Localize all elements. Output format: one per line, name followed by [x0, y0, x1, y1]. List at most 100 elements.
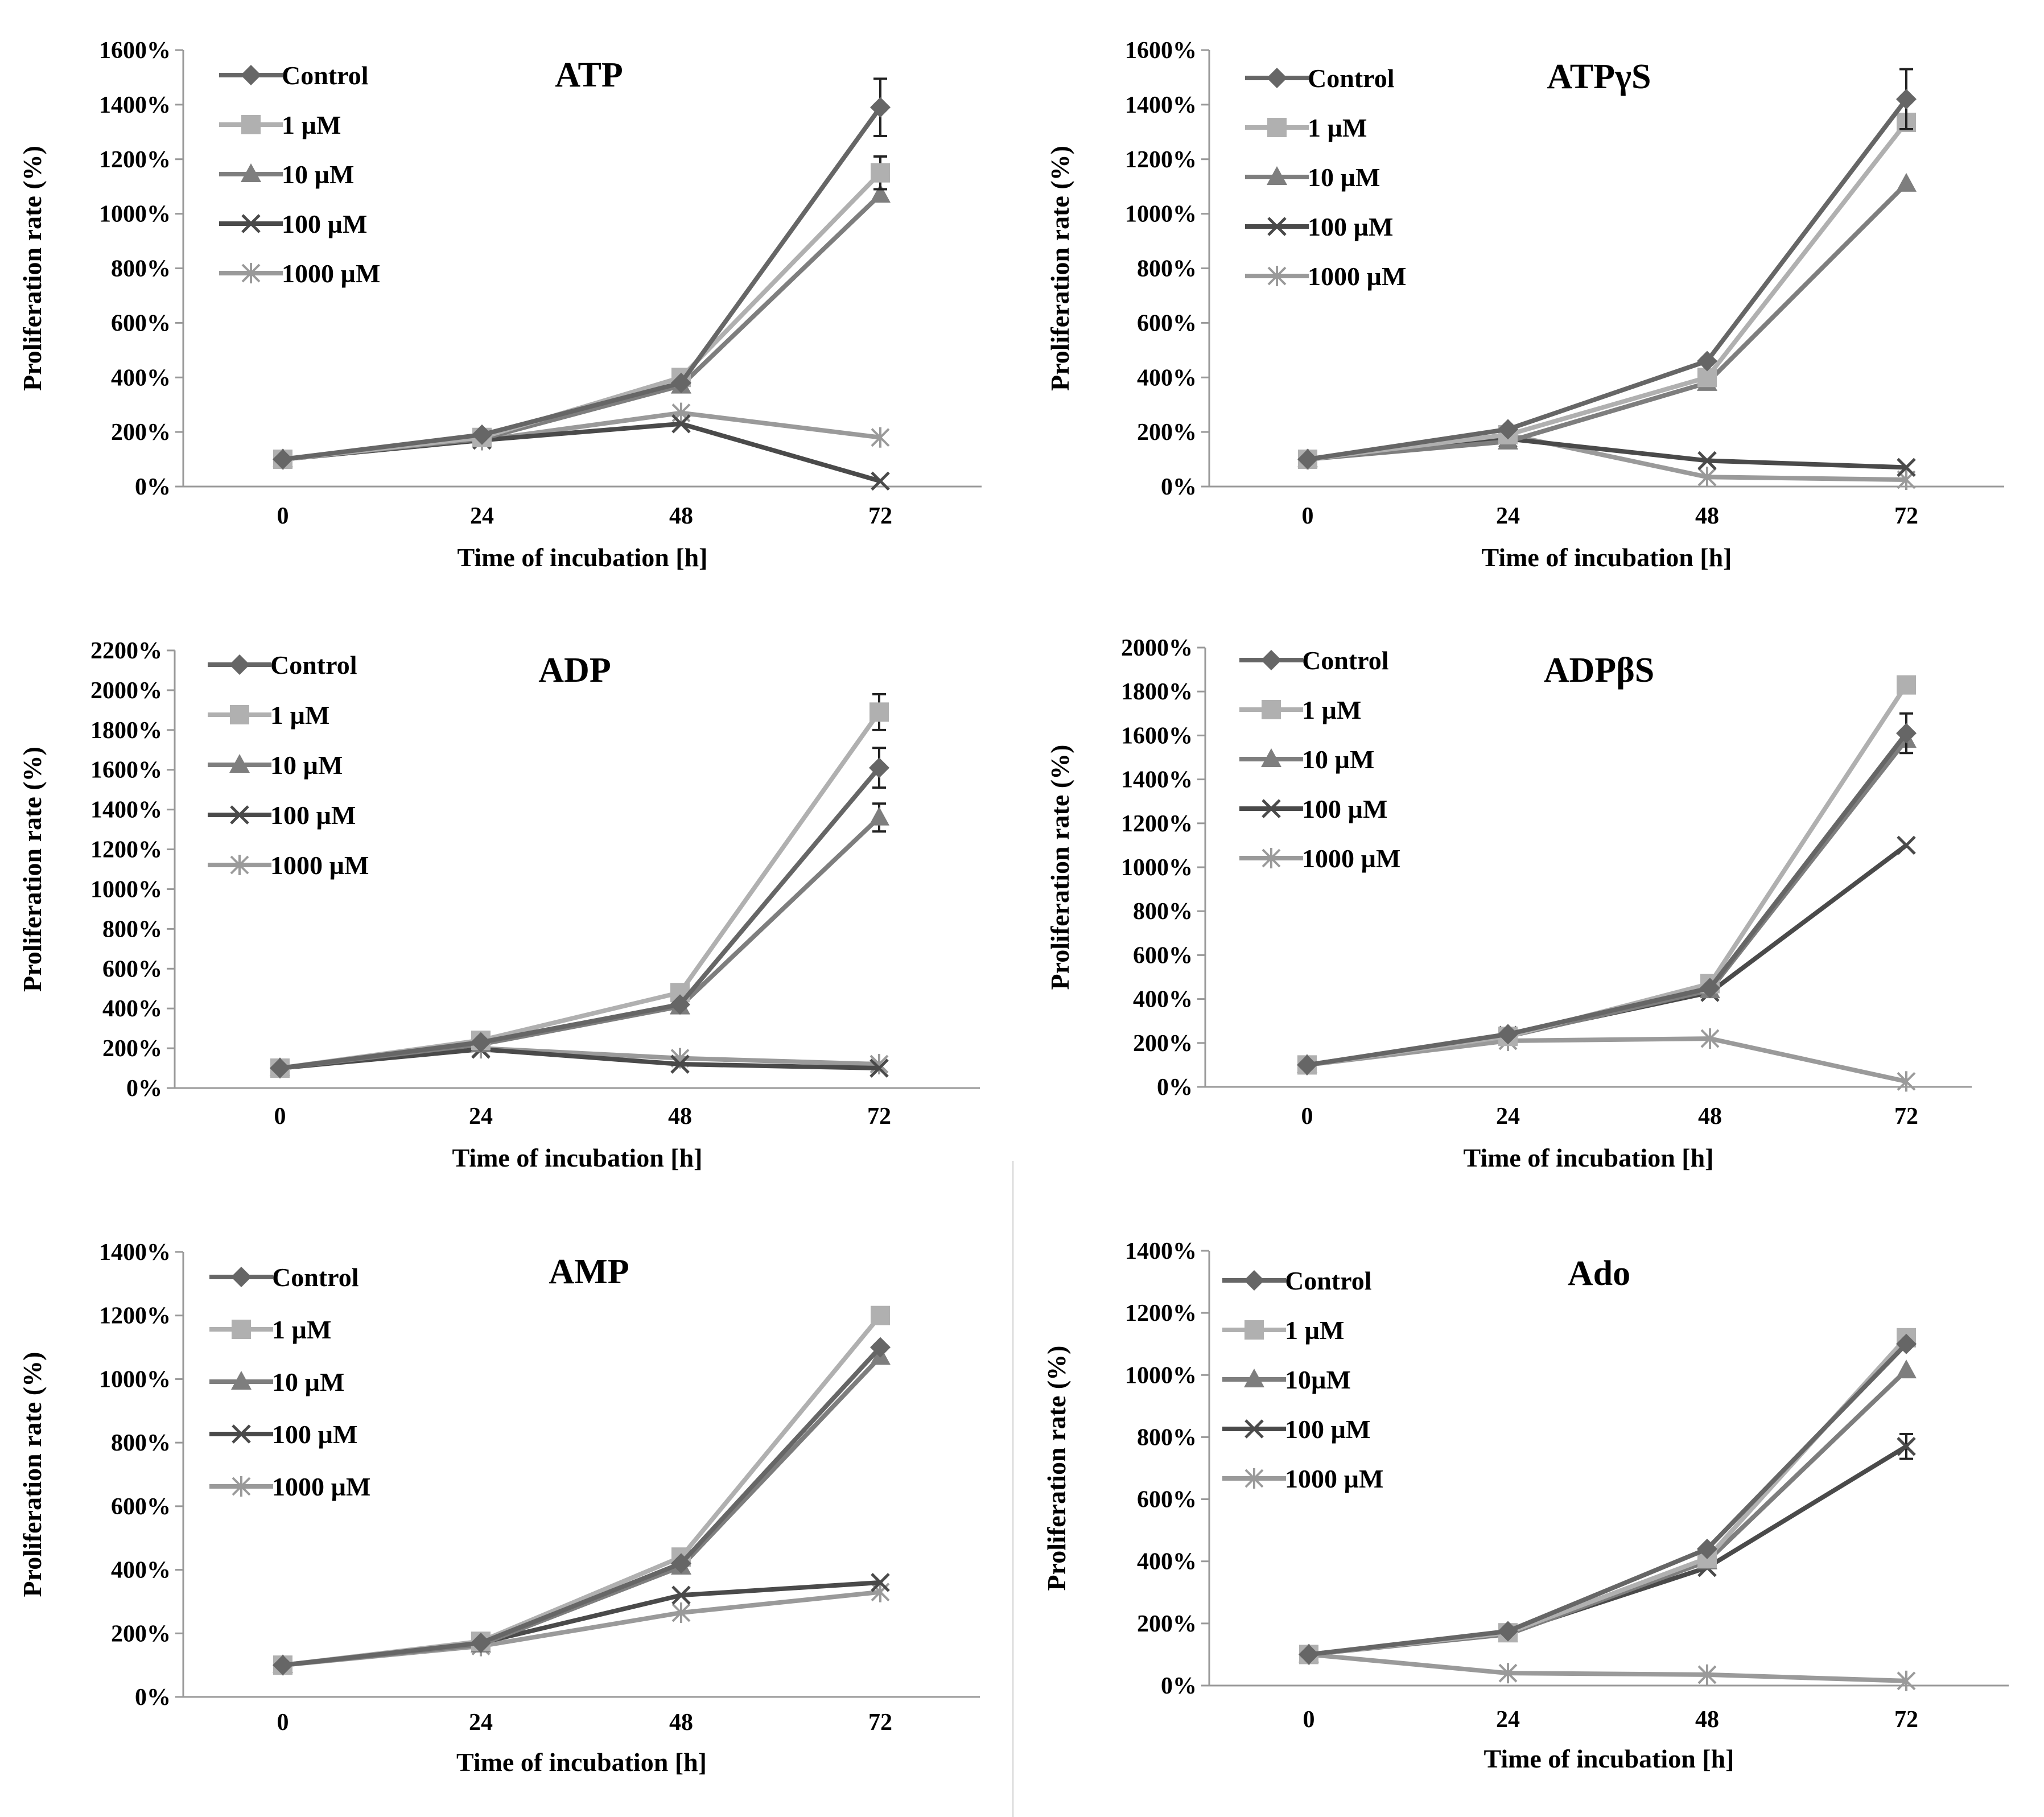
chart-5-x-tick-label: 72 — [868, 1709, 892, 1736]
chart-3-y-tick-label: 400% — [102, 996, 162, 1022]
chart-4-legend-item-3-marker — [1261, 748, 1281, 767]
chart-5-series-1-point — [471, 1633, 491, 1654]
chart-1-legend-item-4-marker — [241, 214, 261, 233]
chart-2-series-1-point — [1697, 351, 1717, 372]
chart-1-series-3-point — [870, 184, 891, 203]
chart-3-y-tick-label: 2000% — [90, 678, 162, 704]
chart-5-series-4-point-stroke-b — [671, 1585, 691, 1605]
chart-5-y-tick-label: 800% — [111, 1430, 171, 1456]
chart-6-legend-item-5-label: 1000 µM — [1285, 1464, 1383, 1493]
chart-1-series-1-point — [870, 97, 891, 118]
chart-4-series-5-point — [1897, 1071, 1916, 1092]
chart-6-y-tick-label: 600% — [1137, 1487, 1197, 1513]
chart-1-series-1-point — [671, 372, 691, 393]
chart-2-y-tick-label: 800% — [1137, 256, 1197, 282]
chart-3-y-tick-label: 1200% — [90, 837, 162, 863]
chart-3-legend-item-1-label: Control — [270, 650, 357, 679]
chart-3-legend-item-1-marker — [229, 654, 250, 675]
chart-1-series-2-point — [871, 163, 890, 183]
chart-3-y-tick-label: 200% — [102, 1036, 162, 1062]
chart-2-series-4-point-stroke-b — [1697, 451, 1717, 471]
chart-3-series-4-point-stroke-b — [670, 1054, 690, 1074]
chart-3-legend-item-4-marker — [230, 805, 249, 825]
chart-3-title: ADP — [538, 651, 611, 690]
chart-2-series-5-line — [1307, 432, 1907, 483]
chart-1-y-tick-label: 1600% — [99, 38, 171, 64]
chart-1-legend-item-5-label: 1000 µM — [282, 259, 380, 288]
chart-6-series-5-line — [1308, 1652, 1907, 1683]
chart-5-legend-item-3-marker — [231, 1371, 252, 1390]
chart-6-series-3-line — [1308, 1369, 1908, 1657]
chart-1-y-tick-label: 800% — [111, 256, 171, 282]
chart-2-legend-item-4-marker-stroke-b — [1267, 217, 1287, 236]
chart-6-legend-item-5-marker — [1244, 1468, 1264, 1489]
chart-2-x-axis-label: Time of incubation [h] — [1481, 543, 1732, 572]
chart-5-series-4-point — [871, 1573, 890, 1592]
chart-5-y-tick-label: 400% — [111, 1558, 171, 1584]
chart-4-y-tick-label: 1400% — [1121, 767, 1193, 793]
chart-2-y-tick-label: 0% — [1161, 474, 1197, 500]
chart-6-x-tick-label: 48 — [1695, 1707, 1719, 1733]
chart-6-x-tick-label: 0 — [1303, 1707, 1315, 1733]
chart-3-series-1-point — [869, 757, 889, 778]
chart-5-legend-item-2-marker — [232, 1320, 251, 1339]
chart-1-series-4-point — [671, 414, 691, 434]
chart-3-y-tick-label: 0% — [126, 1076, 162, 1102]
chart-2-legend-item-5-marker — [1267, 266, 1287, 286]
chart-6-legend-item-4-label: 100 µM — [1285, 1415, 1370, 1444]
chart-3-x-tick-label: 72 — [867, 1103, 891, 1130]
chart-6-title: Ado — [1568, 1254, 1630, 1293]
chart-1-series-1-line — [282, 106, 883, 462]
chart-5-y-tick-label: 1000% — [99, 1366, 171, 1392]
chart-2-legend-item-2-marker — [1267, 118, 1287, 137]
chart-3-series-3-point — [869, 806, 889, 826]
chart-5-legend-item-5-label: 1000 µM — [272, 1472, 370, 1501]
chart-4-series-4-line — [1307, 843, 1908, 1068]
chart-3-series-2-line — [279, 711, 881, 1071]
chart-5-y-tick-label: 0% — [135, 1684, 171, 1711]
chart-1-series-5-point — [871, 427, 890, 448]
chart-4-y-tick-label: 1000% — [1121, 855, 1193, 881]
chart-6-series-5-point — [1897, 1670, 1916, 1691]
chart-3-series-2-point — [869, 702, 889, 722]
chart-6-legend-item-3-marker — [1244, 1369, 1264, 1387]
chart-4-y-tick-label: 1600% — [1121, 723, 1193, 749]
chart-1: 0% 200% 400% 600% 800% 1000% 1200% 1400% 1600% 0 2… — [18, 38, 982, 572]
chart-2-series-3-line — [1307, 182, 1908, 462]
chart-2-series-3-point — [1896, 172, 1917, 192]
chart-6-series-1-point — [1299, 1644, 1319, 1665]
chart-2-series-1-point — [1896, 89, 1917, 110]
chart-1-legend-item-3-label: 10 µM — [282, 160, 354, 189]
chart-6-legend-item-1-label: Control — [1285, 1266, 1372, 1295]
chart-1-y-tick-label: 0% — [135, 474, 171, 500]
chart-2-series-4-point-stroke-b — [1897, 458, 1916, 477]
chart-2-legend-item-1-marker — [1267, 68, 1287, 88]
chart-3-series-1-line — [279, 766, 881, 1071]
chart-3-series-4-point — [869, 1058, 889, 1078]
chart-4-series-5-line — [1307, 1036, 1907, 1084]
chart-5-x-tick-label: 48 — [669, 1709, 693, 1736]
chart-3-series-3-line — [279, 815, 881, 1071]
chart-2-series-1-point — [1498, 419, 1518, 440]
chart-2-legend-item-3-label: 10 µM — [1308, 163, 1380, 192]
chart-1-legend-item-5-marker — [241, 263, 261, 283]
chart-2-y-tick-label: 200% — [1137, 419, 1197, 446]
chart-3-legend-item-3-label: 10 µM — [270, 751, 343, 780]
chart-4-legend-item-4-marker — [1262, 799, 1281, 818]
chart-2-y-tick-label: 1400% — [1125, 92, 1197, 118]
chart-3-legend-item-5-label: 1000 µM — [270, 851, 369, 880]
chart-6-series-3-point — [1896, 1359, 1917, 1379]
chart-3-legend-item-2-marker — [230, 705, 249, 724]
chart-1-title: ATP — [555, 56, 623, 94]
chart-1-legend-item-1-label: Control — [282, 61, 369, 90]
chart-4-series-1-point — [1700, 978, 1720, 999]
chart-4-legend-item-2-marker — [1262, 700, 1281, 719]
chart-6-series-4-line — [1308, 1444, 1908, 1657]
chart-6-y-tick-label: 0% — [1161, 1673, 1197, 1699]
chart-2-x-tick-label: 0 — [1302, 503, 1314, 529]
chart-6-series-1-line — [1308, 1342, 1908, 1657]
chart-4-y-tick-label: 2000% — [1121, 635, 1193, 661]
chart-6-legend-item-3-label: 10µM — [1285, 1365, 1351, 1394]
chart-5-legend-item-5-marker — [232, 1476, 251, 1497]
